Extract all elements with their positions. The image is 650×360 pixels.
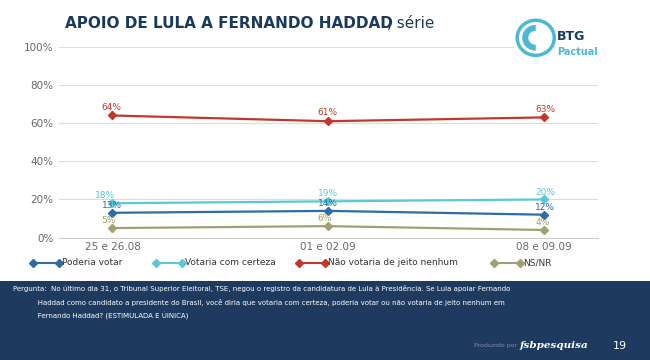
Text: Pactual: Pactual: [556, 47, 597, 57]
Text: 14%: 14%: [317, 199, 337, 208]
Text: Produzido por: Produzido por: [474, 343, 518, 348]
Text: fsbpesquisa: fsbpesquisa: [520, 341, 589, 350]
Text: NS/NR: NS/NR: [523, 258, 552, 267]
Text: Votaria com certeza: Votaria com certeza: [185, 258, 276, 267]
Text: 18%: 18%: [95, 192, 115, 201]
Text: 64%: 64%: [101, 103, 122, 112]
Circle shape: [528, 31, 543, 45]
Text: 4%: 4%: [536, 218, 550, 227]
Text: 19: 19: [613, 341, 627, 351]
Text: 20%: 20%: [536, 188, 555, 197]
Wedge shape: [522, 25, 536, 51]
Text: 63%: 63%: [536, 105, 556, 114]
Text: Haddad como candidato a presidente do Brasil, você diria que votaria com certeza: Haddad como candidato a presidente do Br…: [13, 299, 505, 306]
Text: 5%: 5%: [101, 216, 116, 225]
Text: 6%: 6%: [317, 214, 332, 223]
Text: Pergunta:  No último dia 31, o Tribunal Superior Eleitoral, TSE, negou o registr: Pergunta: No último dia 31, o Tribunal S…: [13, 285, 510, 292]
Text: , série: , série: [387, 15, 434, 31]
Text: 12%: 12%: [536, 203, 555, 212]
Text: Poderia votar: Poderia votar: [62, 258, 122, 267]
Text: Não votaria de jeito nenhum: Não votaria de jeito nenhum: [328, 258, 458, 267]
Text: Fernando Haddad? (ESTIMULADA E ÚINICA): Fernando Haddad? (ESTIMULADA E ÚINICA): [13, 312, 188, 320]
Text: APOIO DE LULA A FERNANDO HADDAD: APOIO DE LULA A FERNANDO HADDAD: [65, 15, 393, 31]
Text: 61%: 61%: [317, 108, 337, 117]
Text: BTG: BTG: [556, 30, 585, 43]
Text: 13%: 13%: [101, 201, 122, 210]
Text: 19%: 19%: [317, 189, 337, 198]
